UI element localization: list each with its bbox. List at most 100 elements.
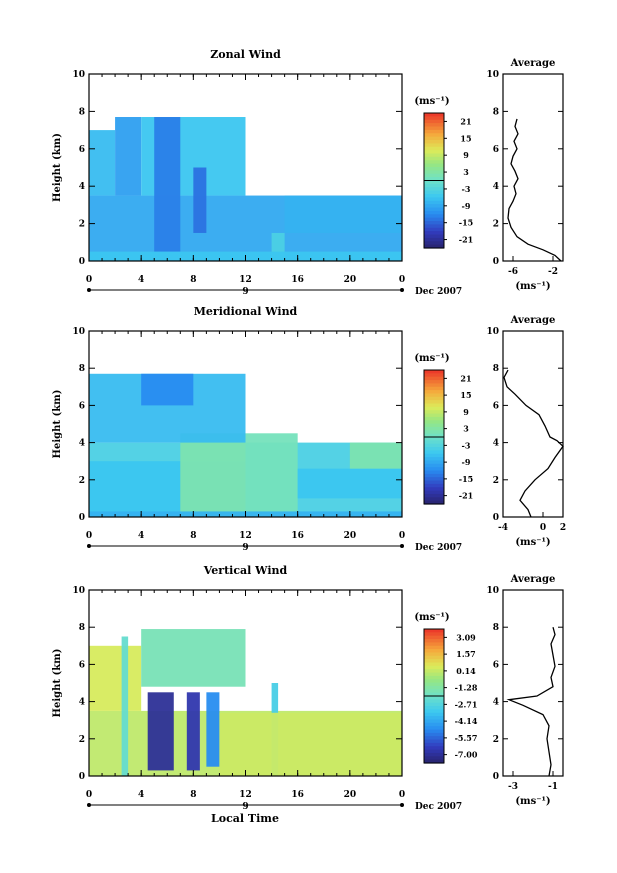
colorbar-segment <box>424 662 444 667</box>
x-tick-label: 4 <box>138 531 144 541</box>
colorbar-segment <box>424 470 444 475</box>
average-x-tick-label: -3 <box>508 782 518 792</box>
heatmap-cell <box>141 629 246 687</box>
colorbar-segment <box>424 692 444 697</box>
y-tick-label: 2 <box>79 220 85 230</box>
colorbar-segment <box>424 457 444 462</box>
y-tick-label: 2 <box>79 476 85 486</box>
colorbar-segment <box>424 370 444 374</box>
x-tick-label: 16 <box>291 531 304 541</box>
colorbar-segment <box>424 393 444 398</box>
colorbar-segment <box>424 177 444 182</box>
colorbar-segment <box>424 234 444 239</box>
x-tick-label: 0 <box>86 275 92 285</box>
average-y-tick-label: 10 <box>486 327 499 337</box>
average-title: Average <box>510 574 556 585</box>
colorbar-segment <box>424 493 444 498</box>
colorbar-segment <box>424 655 444 660</box>
x-tick-label: 0 <box>399 275 405 285</box>
y-tick-label: 0 <box>79 772 85 782</box>
colorbar-segment <box>424 497 444 502</box>
colorbar-segment <box>424 659 444 664</box>
heatmap-cell <box>180 433 246 517</box>
y-tick-label: 10 <box>72 586 85 596</box>
colorbar-segment <box>424 672 444 677</box>
y-axis-label: Height (km) <box>52 133 63 202</box>
colorbar-segment <box>424 453 444 458</box>
date-axis-marker <box>400 803 404 807</box>
colorbar-segment <box>424 490 444 495</box>
colorbar-segment <box>424 632 444 637</box>
colorbar-segment <box>424 173 444 178</box>
average-x-tick-label: -1 <box>548 782 558 792</box>
average-y-tick-label: 0 <box>493 257 499 267</box>
colorbar-tick-label: -7.00 <box>455 750 478 760</box>
x-tick-label: 0 <box>399 531 405 541</box>
colorbar-segment <box>424 642 444 647</box>
colorbar-segment <box>424 214 444 219</box>
chart-title: Vertical Wind <box>203 564 288 577</box>
colorbar-segment <box>424 183 444 188</box>
heatmap-cells <box>89 117 402 261</box>
colorbar-tick-label: 1.57 <box>456 649 475 659</box>
colorbar-segment <box>424 487 444 492</box>
heatmap-cell <box>141 373 194 406</box>
colorbar-segment <box>424 722 444 727</box>
colorbar-segment <box>424 231 444 236</box>
colorbar-segment <box>424 116 444 121</box>
date-label: Dec 2007 <box>415 543 462 553</box>
average-y-tick-label: 10 <box>486 70 499 80</box>
colorbar-tick-label: -21 <box>459 491 473 501</box>
colorbar-segment <box>424 200 444 205</box>
colorbar-segment <box>424 635 444 640</box>
colorbar-segment <box>424 376 444 381</box>
colorbar-segment <box>424 416 444 421</box>
colorbar-segment <box>424 373 444 378</box>
heatmap-cell <box>154 117 181 252</box>
average-profile-line <box>507 118 562 262</box>
colorbar-segment <box>424 237 444 242</box>
colorbar-segment <box>424 420 444 425</box>
colorbar-segment <box>424 180 444 185</box>
local-time-label: Local Time <box>211 812 279 825</box>
average-x-tick-label: 2 <box>560 523 566 533</box>
day-label: 9 <box>242 802 248 812</box>
colorbar-segment <box>424 136 444 141</box>
heatmap-cell <box>147 692 174 771</box>
colorbar-segment <box>424 696 444 700</box>
colorbar-segment <box>424 217 444 222</box>
heatmap-cells <box>89 629 402 776</box>
colorbar-segment <box>424 119 444 124</box>
heatmap-cell <box>245 433 298 517</box>
colorbar-segment <box>424 380 444 384</box>
colorbar-segment <box>424 210 444 215</box>
colorbar-segment <box>424 437 444 441</box>
colorbar-tick-label: -15 <box>459 218 473 228</box>
x-tick-label: 20 <box>344 531 357 541</box>
colorbar-tick-label: -9 <box>462 457 471 467</box>
colorbar-tick-label: -1.28 <box>455 683 478 693</box>
colorbar-segment <box>424 430 444 435</box>
colorbar-tick-label: 9 <box>463 407 469 417</box>
colorbar-segment <box>424 682 444 687</box>
colorbar-segment <box>424 123 444 128</box>
heatmap-cell <box>89 130 116 196</box>
colorbar-tick-label: 15 <box>460 390 471 400</box>
colorbar-segment <box>424 113 444 117</box>
day-label: 9 <box>242 287 248 297</box>
average-x-label: (ms⁻¹) <box>515 281 550 292</box>
x-tick-label: 0 <box>399 790 405 800</box>
colorbar-tick-label: 21 <box>460 373 471 383</box>
colorbar-segment <box>424 746 444 751</box>
x-tick-label: 0 <box>86 790 92 800</box>
average-y-tick-label: 2 <box>493 735 499 745</box>
colorbar-segment <box>424 736 444 741</box>
colorbar-segment <box>424 133 444 138</box>
x-tick-label: 12 <box>239 790 252 800</box>
average-x-tick-label: -4 <box>498 523 508 533</box>
colorbar-tick-label: 0.14 <box>456 666 476 676</box>
average-x-tick-label: 0 <box>540 523 546 533</box>
colorbar-unit: (ms⁻¹) <box>414 96 449 107</box>
colorbar-segment <box>424 163 444 168</box>
average-y-tick-label: 8 <box>493 364 499 374</box>
